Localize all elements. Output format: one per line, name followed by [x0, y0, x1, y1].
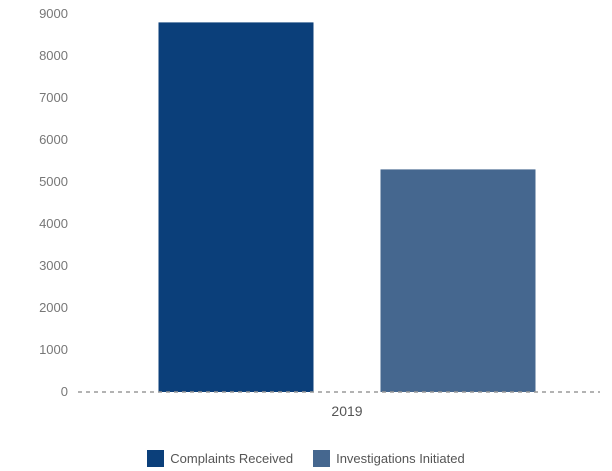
y-tick-label: 0 [61, 384, 68, 399]
legend-item-series-1[interactable]: Complaints Received [147, 449, 294, 467]
legend-label: Complaints Received [170, 450, 294, 466]
y-tick-label: 6000 [39, 132, 68, 147]
y-tick-label: 7000 [39, 90, 68, 105]
bar-series-1 [158, 22, 314, 393]
bar-chart: 0 1000 2000 3000 4000 5000 6000 7000 8000 9000 201… [39, 6, 600, 419]
bar-series-2 [380, 169, 536, 392]
x-category-label: 2019 [331, 403, 362, 419]
legend-swatch [147, 449, 165, 467]
legend-swatch [313, 449, 331, 467]
y-tick-label: 3000 [39, 258, 68, 273]
y-tick-label: 1000 [39, 342, 68, 357]
y-tick-label: 8000 [39, 48, 68, 63]
y-tick-label: 9000 [39, 6, 68, 21]
y-tick-label: 2000 [39, 300, 68, 315]
chart-svg: 0 1000 2000 3000 4000 5000 6000 7000 8000 9000 201… [39, 6, 600, 419]
legend-item-series-2[interactable]: Investigations Initiated [313, 449, 465, 467]
y-tick-label: 4000 [39, 216, 68, 231]
y-tick-label: 5000 [39, 174, 68, 189]
legend: Complaints Received Investigations Initi… [0, 446, 612, 470]
legend-label: Investigations Initiated [336, 450, 465, 466]
